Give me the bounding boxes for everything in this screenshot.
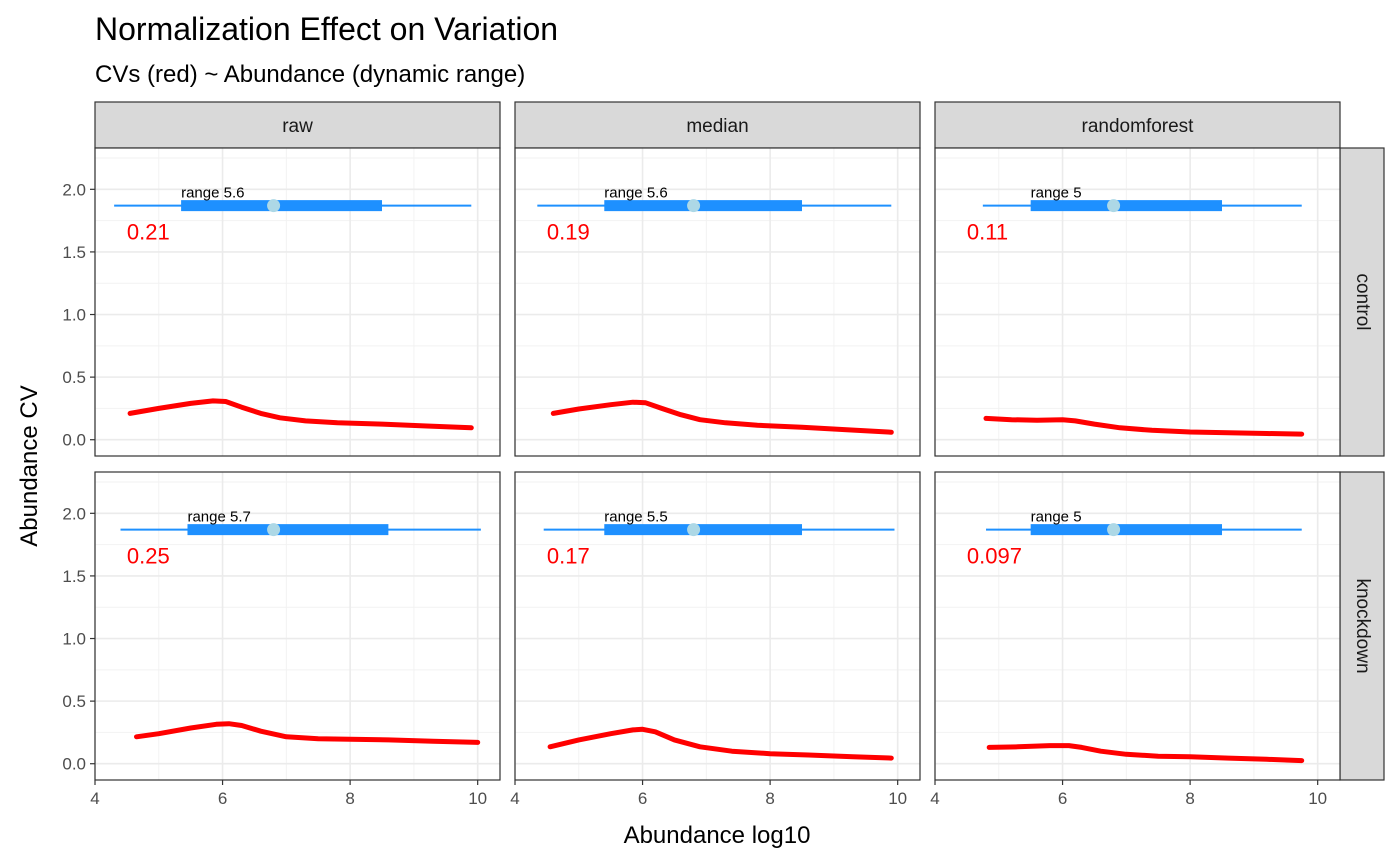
y-tick-label: 1.5 — [62, 243, 86, 262]
y-tick-label: 1.0 — [62, 630, 86, 649]
cv-label: 0.097 — [967, 543, 1022, 568]
column-strip-label: raw — [282, 116, 313, 137]
y-tick-label: 2.0 — [62, 180, 86, 199]
y-tick-label: 2.0 — [62, 504, 86, 523]
cv-curve — [134, 721, 481, 745]
median-point — [687, 199, 701, 213]
panel-border — [514, 471, 921, 781]
median-point — [1107, 199, 1121, 213]
median-point — [687, 523, 701, 537]
panel-border — [94, 471, 501, 781]
cv-curve — [127, 398, 474, 431]
panel-border — [514, 147, 921, 457]
panel-raw-knockdown: range 5.7 0.25 0.0 0.5 1.0 1.5 2.0 4 6 8 10 — [62, 471, 501, 808]
x-tick-label: 6 — [1058, 789, 1067, 808]
x-tick-label: 8 — [765, 789, 774, 808]
x-tick-label: 4 — [510, 789, 519, 808]
panel-border — [934, 471, 1341, 781]
column-strip-median — [514, 101, 921, 149]
y-tick-label: 0.0 — [62, 755, 86, 774]
panel-median-knockdown: range 5.5 0.17 4 6 8 10 — [510, 471, 921, 808]
panel-randomforest-knockdown: range 5 0.097 4 6 8 10 — [930, 471, 1341, 808]
x-tick-label: 6 — [638, 789, 647, 808]
column-strip-label: median — [686, 116, 748, 137]
y-tick-label: 1.5 — [62, 567, 86, 586]
cv-curve — [986, 743, 1305, 764]
panel-background — [95, 148, 500, 456]
x-tick-label: 4 — [930, 789, 939, 808]
x-tick-label: 10 — [1308, 789, 1327, 808]
panel-median-control: range 5.6 0.19 — [514, 147, 921, 457]
x-tick-label: 4 — [90, 789, 99, 808]
median-point — [267, 199, 281, 213]
x-tick-label: 8 — [345, 789, 354, 808]
y-tick-label: 1.0 — [62, 306, 86, 325]
column-strip-label: randomforest — [1082, 116, 1195, 137]
panel-background — [935, 472, 1340, 780]
panel-background — [95, 472, 500, 780]
range-label: range 5.6 — [181, 185, 244, 202]
range-label: range 5 — [1031, 509, 1082, 526]
cv-label: 0.17 — [547, 543, 590, 568]
cv-label: 0.21 — [127, 219, 170, 244]
median-point — [1107, 523, 1121, 537]
cv-label: 0.11 — [967, 219, 1008, 244]
x-tick-label: 10 — [888, 789, 907, 808]
range-label: range 5.7 — [187, 509, 250, 526]
facet-grid: raw median randomforest control knockdown ran… — [62, 101, 1385, 808]
panel-background — [515, 472, 920, 780]
y-tick-label: 0.5 — [62, 368, 86, 387]
range-label: range 5.6 — [604, 185, 667, 202]
column-strip-randomforest — [934, 101, 1341, 149]
row-strip-control — [1339, 147, 1385, 457]
panel-background — [515, 148, 920, 456]
row-strip-label: control — [1352, 273, 1373, 330]
panel-background — [935, 148, 1340, 456]
cv-curve — [983, 415, 1305, 437]
x-tick-label: 10 — [468, 789, 487, 808]
panel-raw-control: range 5.6 0.21 0.0 0.5 1.0 1.5 2.0 — [62, 147, 501, 457]
x-tick-label: 8 — [1185, 789, 1194, 808]
y-tick-label: 0.0 — [62, 431, 86, 450]
range-label: range 5.5 — [604, 509, 667, 526]
cv-curve — [547, 726, 894, 761]
x-axis-title: Abundance log10 — [624, 822, 811, 849]
x-tick-label: 6 — [218, 789, 227, 808]
range-label: range 5 — [1031, 185, 1082, 202]
column-strip-raw — [94, 101, 501, 149]
panel-border — [94, 147, 501, 457]
y-axis-title: Abundance CV — [16, 385, 43, 546]
panel-randomforest-control: range 5 0.11 — [934, 147, 1341, 457]
cv-curve — [550, 399, 894, 435]
panel-border — [934, 147, 1341, 457]
cv-label: 0.19 — [547, 219, 590, 244]
row-strip-knockdown — [1339, 471, 1385, 781]
y-tick-label: 0.5 — [62, 692, 86, 711]
chart-subtitle: CVs (red) ~ Abundance (dynamic range) — [95, 61, 525, 88]
row-strip-label: knockdown — [1352, 578, 1373, 673]
chart-title: Normalization Effect on Variation — [95, 11, 558, 47]
median-point — [267, 523, 281, 537]
cv-label: 0.25 — [127, 543, 170, 568]
